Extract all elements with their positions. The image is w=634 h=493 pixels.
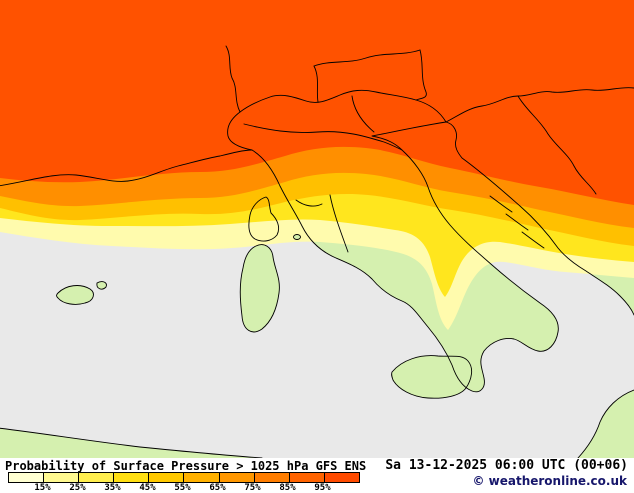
legend-color-segment: [113, 473, 149, 482]
coastline-africa-east: [577, 389, 634, 458]
legend-color-segment: [323, 473, 359, 482]
coastlines-and-borders: [0, 45, 634, 458]
country-border-austria-east: [415, 49, 427, 101]
legend-scale: [8, 472, 360, 483]
dalmatian-island-3: [521, 231, 545, 249]
legend-percent-label: 65%: [209, 483, 226, 493]
legend-percent-label: 55%: [174, 483, 191, 493]
legend-color-segment: [218, 473, 254, 482]
legend-percent-label: 15%: [34, 483, 51, 493]
legend-percent-label: 25%: [69, 483, 86, 493]
river-tiber: [329, 194, 349, 253]
legend-percent-label: 95%: [314, 483, 331, 493]
country-border-slovenia-croatia: [445, 87, 634, 123]
island-elba: [293, 234, 301, 240]
legend-color-segment: [78, 473, 114, 482]
legend-percent-label: 75%: [244, 483, 261, 493]
copyright: © weatheronline.co.uk: [472, 474, 627, 488]
river-po: [243, 123, 403, 151]
river-arno: [295, 199, 323, 207]
coastline-africa-west: [0, 427, 263, 458]
legend-color-segment: [253, 473, 289, 482]
legend-color-segment: [148, 473, 184, 482]
country-border-croatia-bosnia: [517, 95, 597, 195]
legend-color-segment: [288, 473, 324, 482]
country-border-france-switzerland: [225, 45, 241, 113]
dalmatian-island-2: [505, 213, 529, 231]
bottom-bar: Probability of Surface Pressure > 1025 h…: [0, 458, 634, 493]
map-title: Probability of Surface Pressure > 1025 h…: [5, 459, 367, 473]
country-border-austria-north: [313, 49, 421, 67]
river-adige: [351, 95, 375, 133]
legend-color-segment: [9, 473, 44, 482]
map-datetime: Sa 13-12-2025 06:00 UTC (00+06): [385, 458, 628, 473]
legend-color-segment: [183, 473, 219, 482]
legend-labels: 15% 25% 35% 45% 55% 65% 75% 85% 95%: [8, 483, 358, 493]
legend-percent-label: 35%: [104, 483, 121, 493]
coastline-france: [0, 149, 253, 187]
country-border-switzerland-austria: [313, 65, 319, 103]
coastline-balkan: [445, 121, 634, 316]
map-canvas: [0, 0, 634, 458]
weather-map: [0, 0, 634, 458]
legend-percent-label: 45%: [139, 483, 156, 493]
legend-percent-label: 85%: [279, 483, 296, 493]
legend-color-segment: [43, 473, 79, 482]
dalmatian-island-1: [489, 195, 513, 213]
